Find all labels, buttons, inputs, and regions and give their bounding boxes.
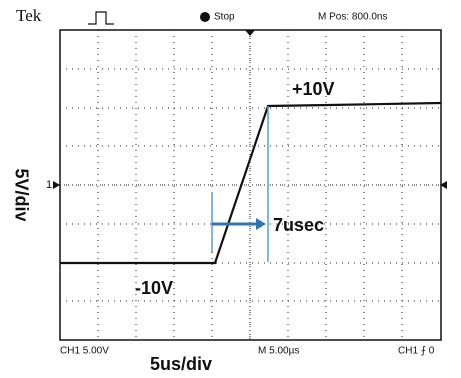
horizontal-scale: 5us/div bbox=[150, 354, 212, 374]
channel-arrow bbox=[53, 181, 60, 189]
channel-scale: CH1 5.00V bbox=[60, 346, 109, 357]
graticule bbox=[60, 30, 441, 340]
status: Stop bbox=[214, 12, 235, 23]
high-level: +10V bbox=[292, 79, 335, 99]
channel-marker: 1 bbox=[46, 179, 52, 191]
trigger-setting: CH1 ⨍ 0 bbox=[398, 346, 435, 357]
low-level: -10V bbox=[135, 278, 173, 298]
vertical-scale: 5V/div bbox=[11, 168, 31, 221]
status-dot bbox=[200, 12, 210, 22]
rise-time: 7usec bbox=[273, 215, 324, 235]
timebase: M 5.00µs bbox=[258, 346, 299, 357]
brand: Tek bbox=[16, 6, 42, 25]
scope-screenshot: Tek Stop M Pos: 800.0ns +10V -10V 7usec … bbox=[0, 0, 461, 378]
trigger-icon bbox=[88, 12, 114, 24]
position: M Pos: 800.0ns bbox=[318, 12, 387, 23]
